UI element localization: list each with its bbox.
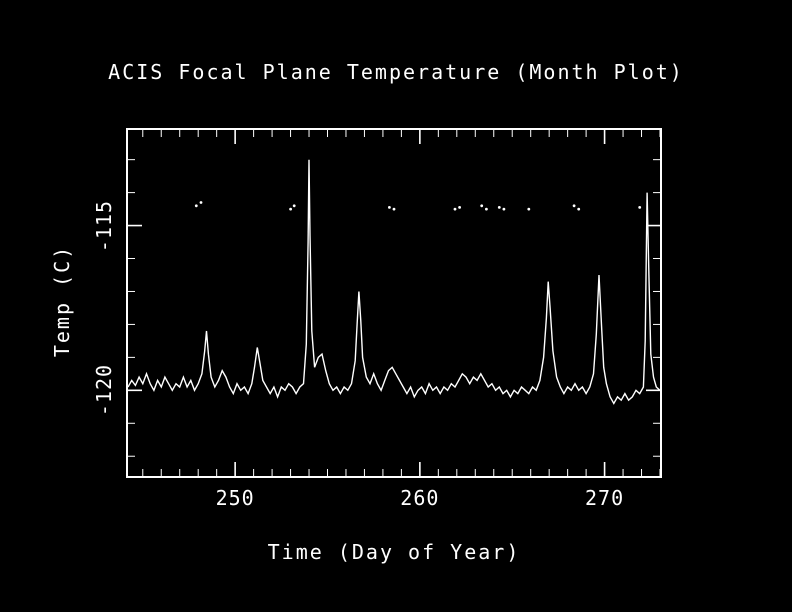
outlier-dot: [292, 204, 296, 208]
outlier-dot: [289, 207, 292, 211]
outlier-dot: [458, 206, 461, 209]
outlier-dot: [502, 207, 506, 211]
x-axis-label: Time (Day of Year): [267, 540, 521, 564]
outlier-dot: [388, 206, 391, 209]
chart-title: ACIS Focal Plane Temperature (Month Plot…: [108, 60, 684, 84]
plot-box: [126, 128, 662, 478]
outlier-dot: [194, 204, 198, 208]
outlier-dot: [527, 207, 531, 211]
outlier-dot: [485, 207, 488, 211]
x-tick-label: 260: [400, 486, 440, 510]
line-chart: [128, 130, 660, 476]
x-tick-label: 270: [585, 486, 625, 510]
y-axis-label: Temp (C): [50, 244, 74, 358]
outlier-dot: [497, 206, 501, 209]
outlier-dot: [480, 204, 484, 208]
outlier-dot: [577, 207, 581, 211]
x-tick-label: 250: [215, 486, 255, 510]
y-tick-label: -115: [92, 199, 116, 252]
y-tick-label: -120: [92, 364, 116, 417]
outlier-dot: [392, 207, 396, 211]
temperature-trace: [128, 159, 660, 405]
outlier-dot: [199, 201, 203, 204]
outlier-dot: [638, 206, 642, 209]
outlier-dot: [572, 204, 576, 208]
outlier-dot: [453, 207, 457, 211]
